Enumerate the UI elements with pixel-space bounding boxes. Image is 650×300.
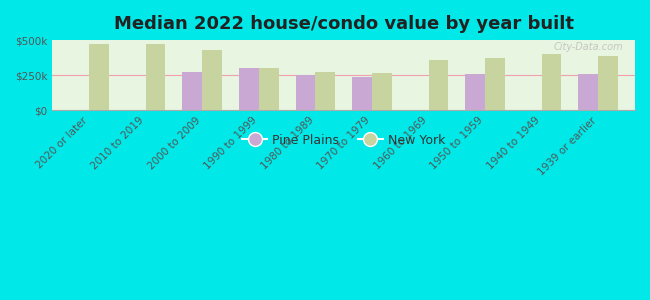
- Bar: [372, 73, 392, 110]
- Bar: [89, 44, 109, 110]
- Bar: [315, 72, 335, 110]
- Bar: [146, 44, 166, 110]
- Bar: [541, 54, 562, 110]
- Bar: [598, 56, 618, 110]
- Legend: Pine Plains, New York: Pine Plains, New York: [237, 129, 450, 152]
- Bar: [485, 58, 505, 110]
- Bar: [296, 75, 315, 110]
- Bar: [428, 60, 448, 110]
- Bar: [465, 74, 485, 110]
- Bar: [352, 77, 372, 110]
- Bar: [202, 50, 222, 110]
- Bar: [183, 72, 202, 110]
- Text: City-Data.com: City-Data.com: [554, 42, 623, 52]
- Bar: [239, 68, 259, 110]
- Bar: [578, 74, 598, 110]
- Title: Median 2022 house/condo value by year built: Median 2022 house/condo value by year bu…: [114, 15, 574, 33]
- Bar: [259, 68, 279, 110]
